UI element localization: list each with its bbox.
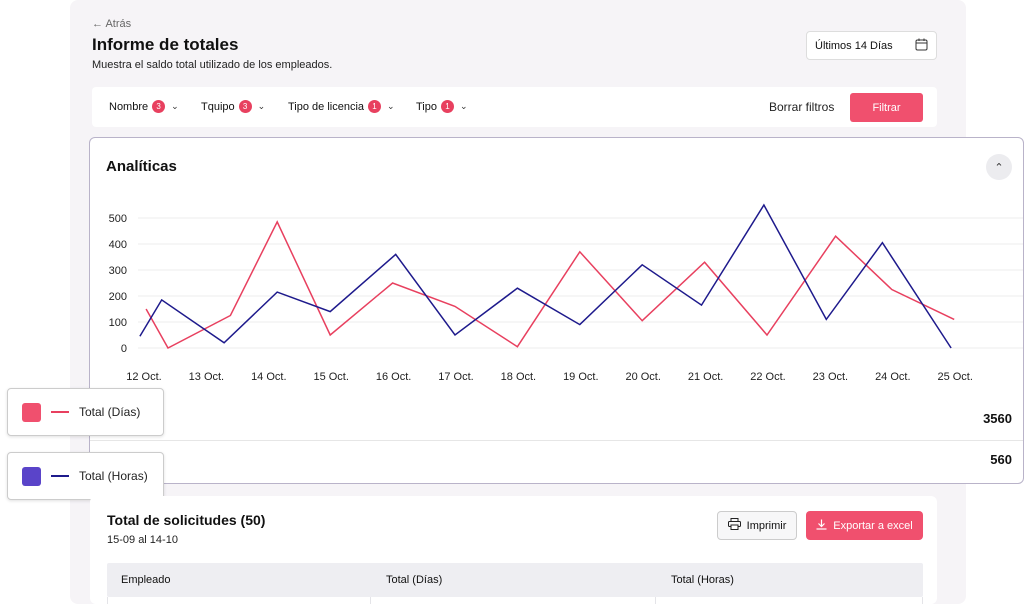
legend-label: Total (Horas) (79, 469, 148, 483)
clear-filters-button[interactable]: Borrar filtros (769, 100, 835, 114)
requests-title: Total de solicitudes (50) (107, 512, 266, 528)
analytics-title: Analíticas (106, 158, 177, 175)
filter-label: Tipo de licencia (288, 100, 365, 113)
filter-tipo[interactable]: Tipo 1 ⌄ (416, 100, 468, 113)
x-tick-label: 25 Oct. (937, 371, 972, 383)
x-tick-label: 13 Oct. (189, 371, 224, 383)
y-tick-label: 200 (109, 291, 127, 303)
collapse-button[interactable]: ⌃ (986, 154, 1012, 180)
chevron-down-icon: ⌄ (387, 101, 395, 111)
chevron-up-icon: ⌃ (994, 161, 1004, 174)
filter-label: Tipo (416, 100, 437, 113)
column-header-total-dias[interactable]: Total (Días) (386, 574, 443, 586)
chevron-down-icon: ⌄ (171, 101, 179, 111)
y-tick-label: 100 (109, 317, 127, 329)
x-tick-label: 24 Oct. (875, 371, 910, 383)
requests-date-range: 15-09 al 14-10 (107, 534, 178, 546)
total-days-value: 3560 (983, 411, 1012, 426)
filter-label: Tquipo (201, 100, 235, 113)
chevron-down-icon: ⌄ (460, 101, 468, 111)
x-tick-label: 22 Oct. (750, 371, 785, 383)
export-excel-button[interactable]: Exportar a excel (806, 511, 923, 540)
legend-swatch (22, 402, 41, 422)
analytics-card: Analíticas ⌃ 0 100 200 300 400 500 12 Oct. 13 O… (89, 137, 1024, 484)
y-tick-label: 500 (109, 213, 127, 225)
x-tick-label: 20 Oct. (625, 371, 660, 383)
filter-nombre[interactable]: Nombre 3 ⌄ (109, 100, 179, 113)
legend-line (51, 411, 69, 413)
x-tick-label: 12 Oct. (126, 371, 161, 383)
page-title: Informe de totales (92, 35, 239, 54)
x-tick-label: 17 Oct. (438, 371, 473, 383)
y-tick-label: 0 (121, 343, 127, 355)
requests-card: Total de solicitudes (50) 15-09 al 14-10… (90, 496, 937, 604)
calendar-icon (915, 38, 928, 54)
legend-hours: Total (Horas) (7, 452, 164, 500)
legend-swatch (22, 466, 41, 486)
filter-count-badge: 1 (441, 100, 454, 113)
column-header-empleado[interactable]: Empleado (121, 574, 171, 586)
legend-line (51, 475, 69, 477)
export-label: Exportar a excel (833, 519, 913, 532)
filter-label: Nombre (109, 100, 149, 113)
filter-equipo[interactable]: Tquipo 3 ⌄ (201, 100, 265, 113)
x-tick-label: 16 Oct. (376, 371, 411, 383)
date-range-select[interactable]: Últimos 14 Días (806, 31, 937, 60)
analytics-line-chart: 0 100 200 300 400 500 12 Oct. 13 Oct. 14 Oct. 15 … (109, 203, 1023, 383)
page-subtitle: Muestra el saldo total utilizado de los … (92, 59, 333, 71)
totals-divider (90, 440, 1023, 441)
filter-count-badge: 3 (152, 100, 166, 113)
total-hours-value: 560 (990, 452, 1012, 467)
series-line-hours (139, 203, 952, 349)
table-header: Empleado Total (Días) Total (Horas) (107, 563, 923, 597)
chevron-down-icon: ⌄ (257, 101, 266, 111)
column-divider (655, 597, 656, 604)
back-link[interactable]: ← Atrás (92, 18, 132, 30)
print-label: Imprimir (746, 519, 787, 532)
legend-days: Total (Días) (7, 388, 164, 436)
printer-icon (727, 518, 741, 533)
filter-tipo-licencia[interactable]: Tipo de licencia 1 ⌄ (288, 100, 395, 113)
table-body (107, 597, 923, 604)
apply-filter-button[interactable]: Filtrar (850, 93, 923, 122)
x-tick-label: 15 Oct. (313, 371, 348, 383)
x-tick-label: 23 Oct. (813, 371, 848, 383)
series-line-days (145, 220, 955, 350)
column-header-total-horas[interactable]: Total (Horas) (671, 574, 734, 586)
download-icon (816, 519, 827, 533)
filter-count-badge: 1 (368, 100, 382, 113)
column-divider (370, 597, 371, 604)
date-range-value: Últimos 14 Días (815, 39, 893, 52)
y-tick-label: 300 (109, 265, 127, 277)
y-tick-label: 400 (109, 239, 127, 251)
filter-count-badge: 3 (238, 100, 252, 113)
x-tick-label: 21 Oct. (688, 371, 723, 383)
x-tick-label: 18 Oct. (501, 371, 536, 383)
print-button[interactable]: Imprimir (717, 511, 797, 540)
filters-bar: Nombre 3 ⌄ Tquipo 3 ⌄ Tipo de licencia 1… (92, 87, 937, 127)
legend-label: Total (Días) (79, 405, 141, 419)
x-tick-label: 19 Oct. (563, 371, 598, 383)
x-tick-label: 14 Oct. (251, 371, 286, 383)
